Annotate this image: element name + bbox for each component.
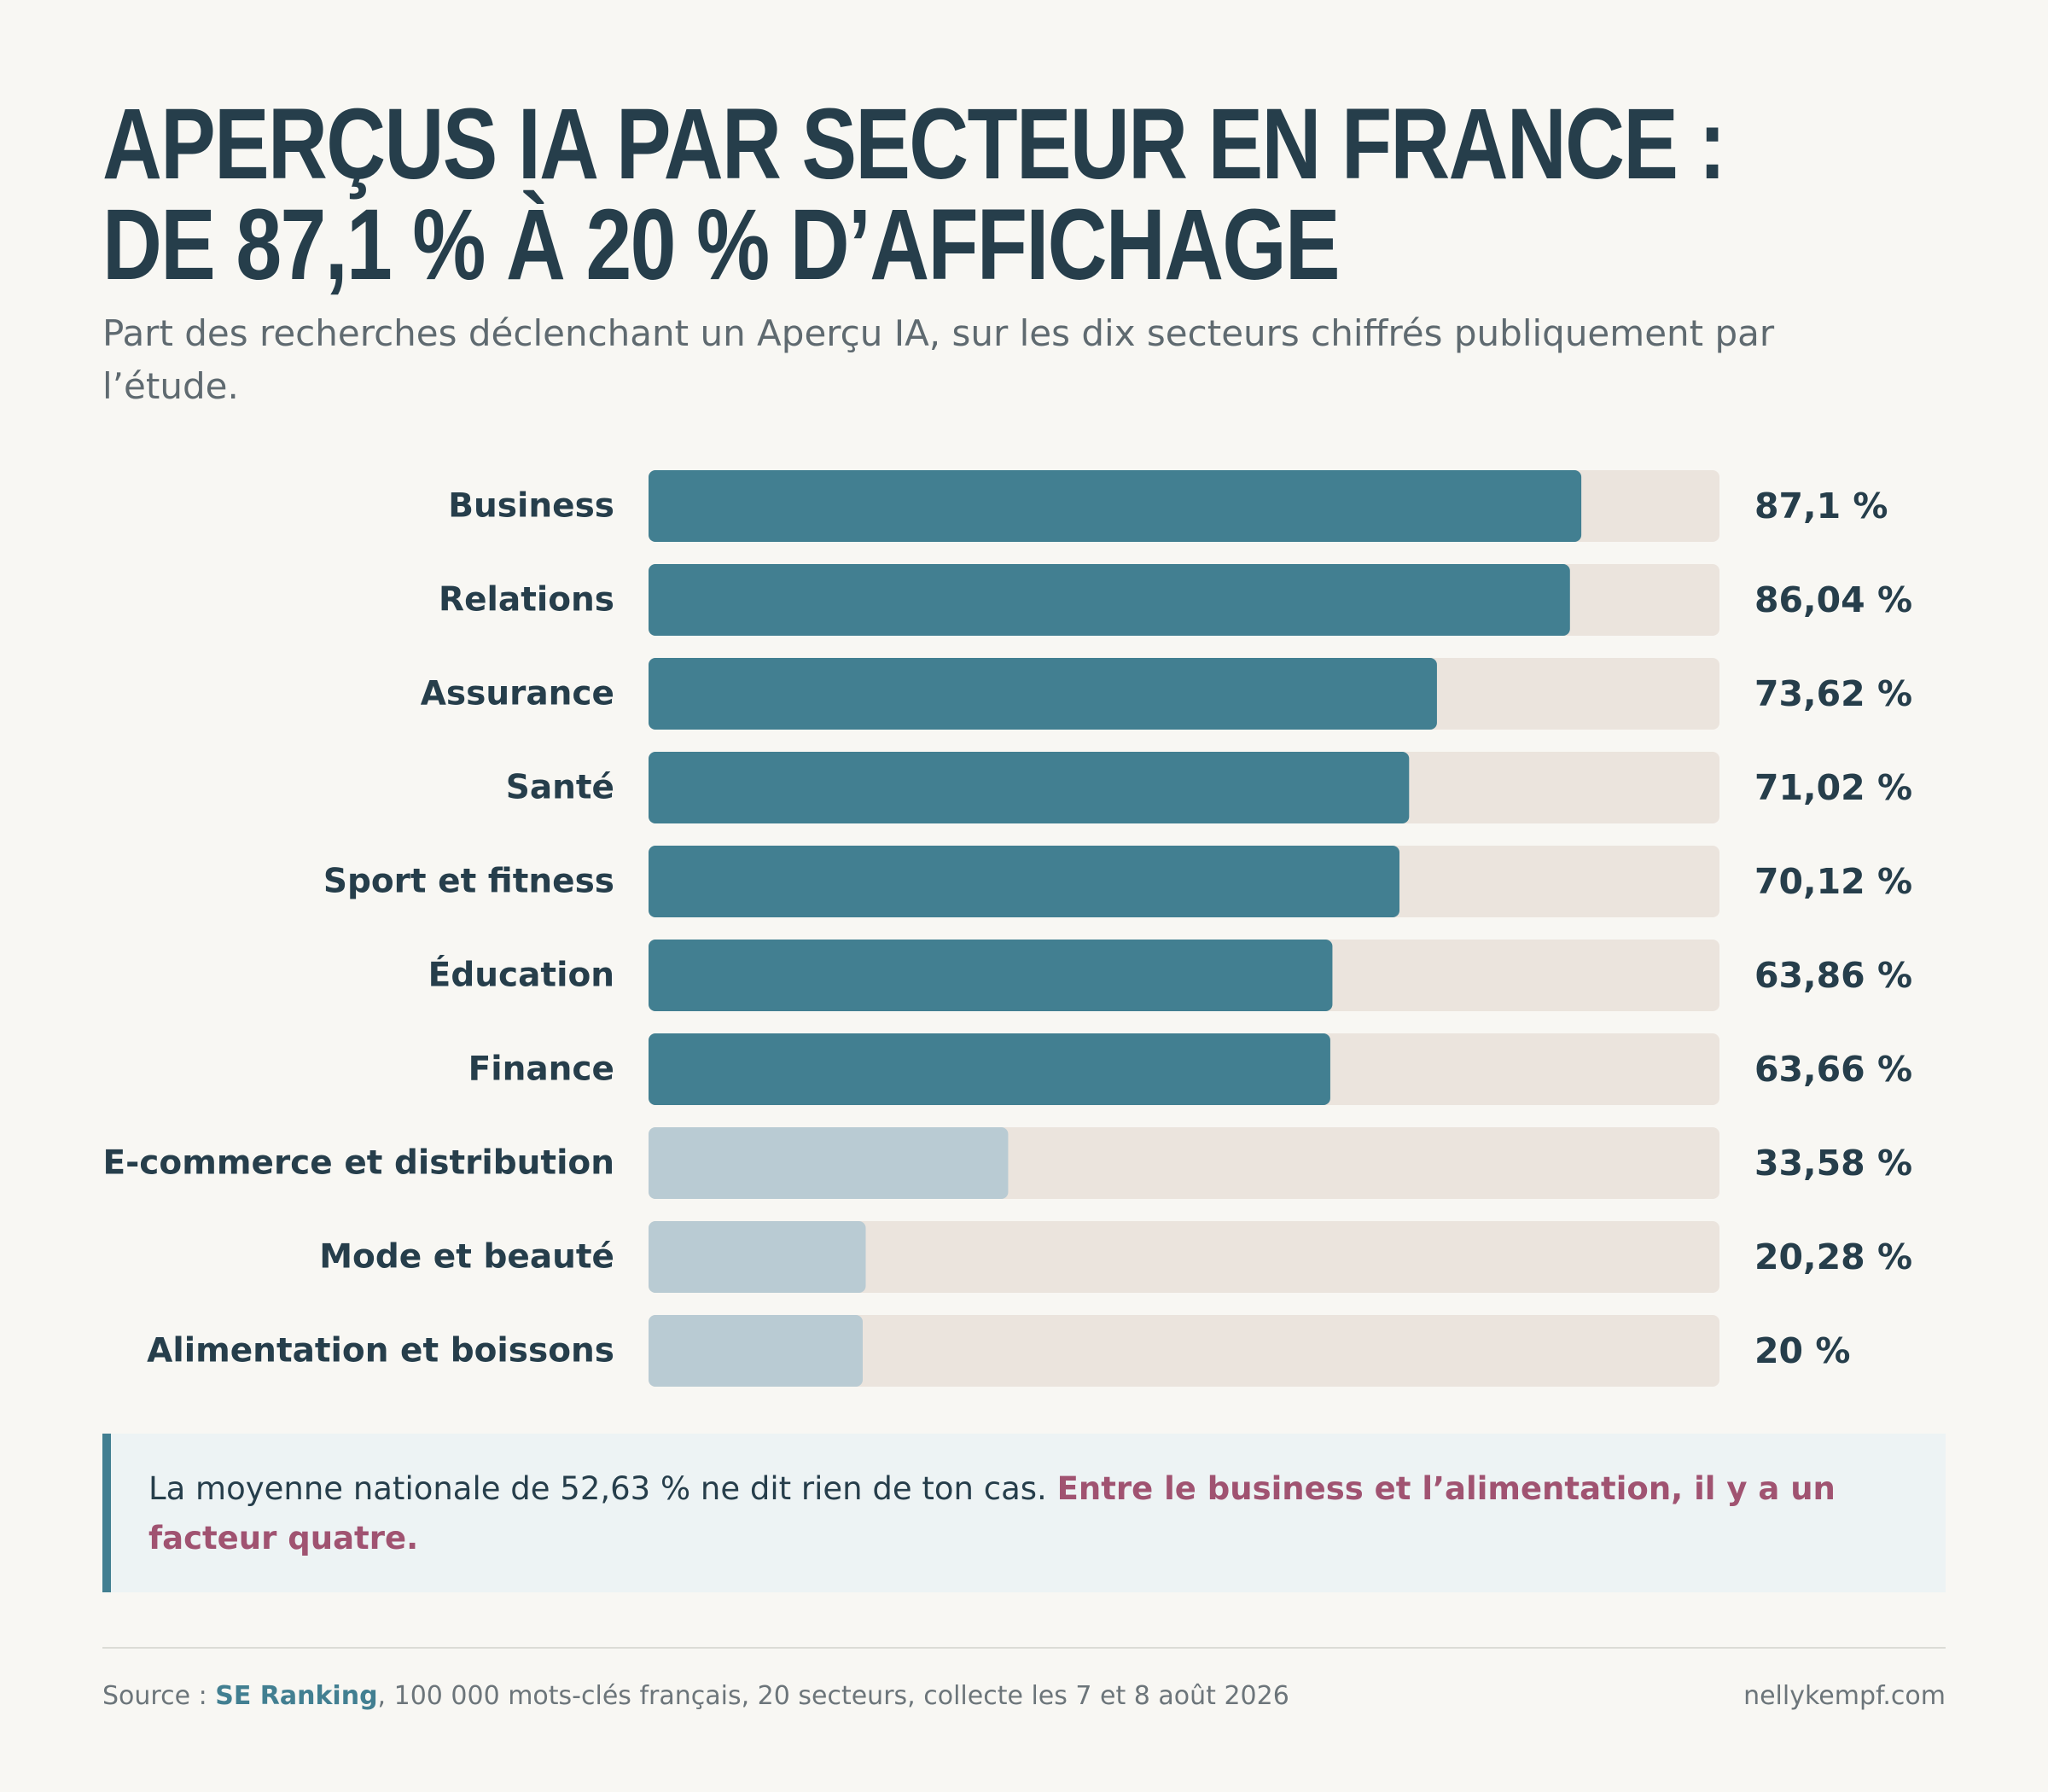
bar-track — [649, 1221, 1719, 1293]
bar-chart: Business 87,1 % Relations 86,04 % Assurance 7… — [102, 470, 1912, 1387]
value-label: 87,1 % — [1754, 486, 1888, 527]
callout-box: La moyenne nationale de 52,63 % ne dit r… — [102, 1434, 1946, 1592]
title-line-1: APERÇUS IA PAR SECTEUR EN FRANCE : — [102, 88, 1726, 201]
bar — [649, 1127, 1009, 1199]
value-label: 86,04 % — [1754, 579, 1912, 620]
bar — [649, 564, 1570, 636]
value-label: 63,86 % — [1754, 955, 1912, 996]
category-label: Éducation — [428, 955, 614, 995]
value-label: 33,58 % — [1754, 1143, 1912, 1184]
value-label: 73,62 % — [1754, 673, 1912, 714]
source-details: , 100 000 mots-clés français, 20 secteur… — [377, 1681, 1289, 1711]
category-label: Relations — [439, 581, 614, 620]
value-label: 70,12 % — [1754, 861, 1912, 902]
value-label: 20,28 % — [1754, 1236, 1912, 1277]
bar — [649, 940, 1333, 1011]
bar — [649, 752, 1410, 823]
bar — [649, 846, 1400, 917]
bar — [649, 1315, 863, 1387]
site-credit: nellykempf.com — [1743, 1681, 1946, 1711]
category-label: Alimentation et boissons — [147, 1332, 614, 1370]
source-prefix: Source : — [102, 1681, 207, 1711]
header: APERÇUS IA PAR SECTEUR EN FRANCE : DE 87… — [102, 88, 1946, 407]
category-label: Assurance — [421, 675, 614, 713]
page-title: APERÇUS IA PAR SECTEUR EN FRANCE : DE 87… — [102, 88, 1726, 301]
subtitle: Part des recherches déclenchant un Aperç… — [102, 312, 1775, 407]
category-label: Sport et fitness — [323, 863, 614, 901]
bar — [649, 1221, 866, 1293]
source-note: Source : SE Ranking, 100 000 mots-clés f… — [102, 1681, 1289, 1711]
bar — [649, 658, 1437, 730]
value-label: 20 % — [1754, 1330, 1850, 1371]
value-label: 71,02 % — [1754, 767, 1912, 808]
bar-track — [649, 1315, 1719, 1387]
value-label: 63,66 % — [1754, 1049, 1912, 1090]
category-label: Mode et beauté — [319, 1238, 614, 1277]
source-link[interactable]: SE Ranking — [215, 1681, 378, 1711]
title-line-2: DE 87,1 % À 20 % D’AFFICHAGE — [102, 189, 1341, 301]
bar — [649, 470, 1582, 542]
category-label: Santé — [506, 769, 614, 807]
bar — [649, 1033, 1330, 1105]
callout-emphasis: Entre le business et l’alimentation, il … — [148, 1470, 1836, 1556]
callout-text: La moyenne nationale de 52,63 % ne dit r… — [148, 1470, 1047, 1507]
category-label: Finance — [468, 1050, 614, 1089]
category-label: Business — [448, 487, 614, 526]
category-label: E-commerce et distribution — [102, 1144, 614, 1183]
footer-divider — [102, 1647, 1946, 1649]
